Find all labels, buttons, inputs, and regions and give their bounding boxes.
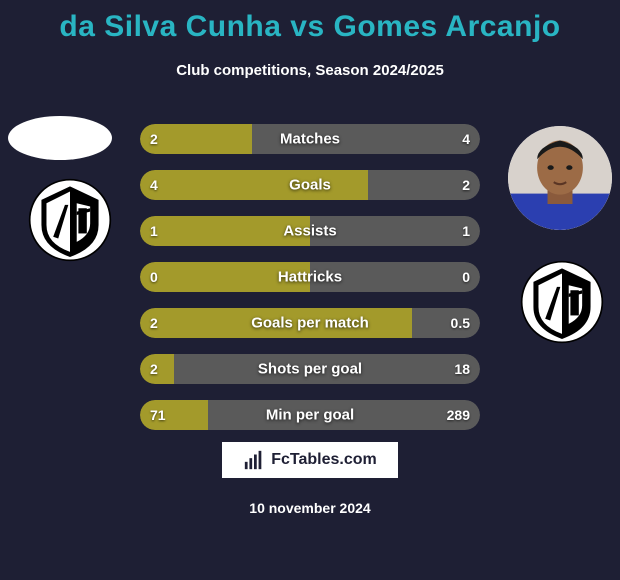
stat-bar-right	[310, 216, 480, 246]
player-left-club-badge	[28, 178, 112, 262]
stat-value-right: 2	[462, 177, 470, 193]
stat-bar-row: 24Matches	[140, 124, 480, 154]
stat-bar-row: 11Assists	[140, 216, 480, 246]
stat-bar-left	[140, 308, 412, 338]
stat-bars: 24Matches42Goals11Assists00Hattricks20.5…	[140, 124, 480, 446]
stat-bar-right	[208, 400, 480, 430]
stat-bar-right	[174, 354, 480, 384]
comparison-infographic: da Silva Cunha vs Gomes Arcanjo Club com…	[0, 0, 620, 580]
stat-bar-right	[310, 262, 480, 292]
stat-value-right: 1	[462, 223, 470, 239]
stat-bar-left	[140, 216, 310, 246]
club-crest-icon	[28, 178, 112, 262]
stat-value-right: 289	[447, 407, 470, 423]
stat-value-left: 71	[150, 407, 166, 423]
stat-bar-row: 20.5Goals per match	[140, 308, 480, 338]
stat-bar-left	[140, 262, 310, 292]
stat-value-left: 1	[150, 223, 158, 239]
subtitle: Club competitions, Season 2024/2025	[0, 62, 620, 79]
stat-value-left: 4	[150, 177, 158, 193]
stat-value-right: 4	[462, 131, 470, 147]
stat-bar-row: 218Shots per goal	[140, 354, 480, 384]
stat-bar-row: 00Hattricks	[140, 262, 480, 292]
stat-bar-right	[252, 124, 480, 154]
stat-value-left: 2	[150, 315, 158, 331]
stat-bar-row: 42Goals	[140, 170, 480, 200]
stat-value-right: 0	[462, 269, 470, 285]
stat-bar-row: 71289Min per goal	[140, 400, 480, 430]
player-left-photo	[8, 116, 112, 160]
player-face-icon	[508, 126, 612, 230]
footer-date: 10 november 2024	[0, 500, 620, 516]
footer-logo-text: FcTables.com	[271, 451, 377, 469]
stat-bar-left	[140, 170, 368, 200]
player-right-photo	[508, 126, 612, 230]
page-title: da Silva Cunha vs Gomes Arcanjo	[0, 0, 620, 44]
stat-value-right: 18	[454, 361, 470, 377]
footer-logo: FcTables.com	[220, 440, 400, 480]
stat-value-left: 2	[150, 361, 158, 377]
stat-value-left: 2	[150, 131, 158, 147]
stat-value-left: 0	[150, 269, 158, 285]
stat-value-right: 0.5	[451, 315, 470, 331]
player-right-club-badge	[520, 260, 604, 344]
fctables-icon	[243, 449, 265, 471]
club-crest-icon	[520, 260, 604, 344]
